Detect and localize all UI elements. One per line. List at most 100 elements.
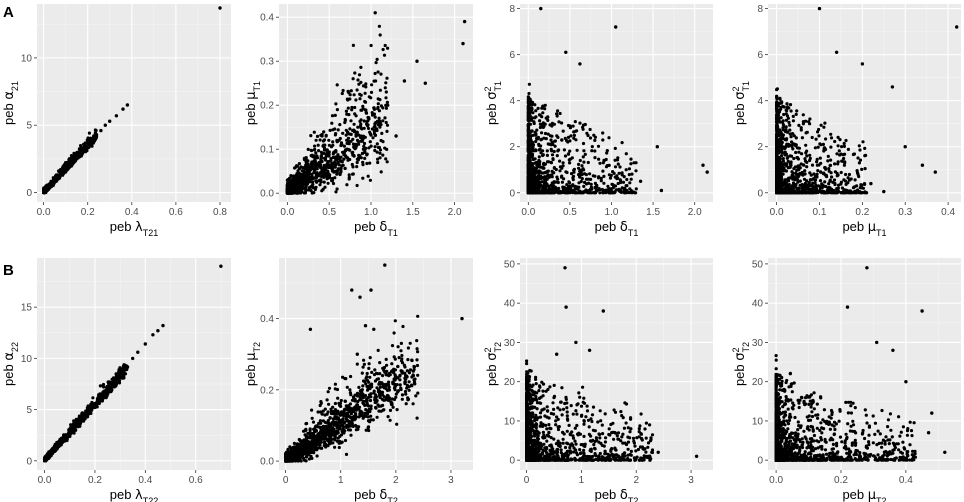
outlier-point (461, 41, 465, 46)
data-point (355, 160, 359, 165)
data-point (365, 152, 369, 156)
data-point (553, 144, 557, 148)
data-point (527, 82, 532, 86)
data-point (341, 131, 345, 135)
data-point (317, 149, 321, 153)
data-point (813, 146, 818, 150)
data-point (339, 159, 343, 163)
data-point (819, 170, 823, 174)
outlier-point (373, 11, 377, 15)
data-point (816, 130, 820, 134)
data-point (326, 160, 330, 164)
data-point (579, 179, 583, 184)
data-point (627, 167, 632, 171)
data-point (345, 183, 349, 187)
data-point (374, 79, 378, 83)
outlier-point (114, 114, 119, 118)
x-tick-label: 0.3 (898, 207, 912, 218)
data-point (625, 190, 629, 194)
data-point (601, 191, 606, 195)
data-point (610, 182, 614, 186)
data-point (314, 173, 318, 177)
data-point (791, 119, 796, 123)
data-point (358, 154, 362, 158)
data-point (593, 174, 597, 178)
data-point (290, 188, 295, 192)
data-point (560, 121, 564, 125)
y-tick-label: 6 (757, 50, 763, 61)
data-point (350, 105, 354, 110)
outlier-point (539, 6, 543, 11)
data-point (562, 185, 566, 189)
data-point (359, 118, 363, 122)
data-point (355, 165, 359, 169)
data-point (364, 82, 368, 86)
data-point (601, 161, 605, 165)
data-point (384, 96, 388, 100)
data-point (564, 170, 568, 174)
data-point (789, 109, 793, 113)
data-point (808, 191, 812, 195)
data-point (558, 165, 563, 169)
data-point (308, 177, 312, 181)
data-point (564, 188, 568, 192)
data-point (804, 143, 808, 147)
y-axis-title: peb α21 (1, 81, 20, 125)
data-point (351, 142, 356, 146)
data-point (541, 111, 545, 115)
x-tick-label: 0.0 (280, 207, 294, 218)
data-point (528, 114, 532, 118)
point-cloud (526, 6, 709, 195)
data-point (784, 181, 789, 185)
data-point (810, 184, 814, 188)
data-point (607, 163, 611, 167)
data-point (552, 166, 557, 170)
data-point (73, 154, 77, 158)
data-point (815, 157, 819, 161)
data-point (578, 158, 582, 163)
data-point (549, 138, 553, 142)
data-point (574, 129, 578, 133)
outlier-point (394, 134, 398, 138)
data-point (605, 149, 609, 153)
data-point (381, 106, 385, 110)
data-point (810, 135, 814, 140)
y-tick-label: 4 (757, 96, 763, 107)
data-point (309, 148, 313, 152)
x-tick-label: 1.5 (646, 207, 660, 218)
data-point (855, 184, 859, 188)
data-point (373, 148, 377, 153)
data-point (791, 142, 795, 146)
panel-letter-a: A (3, 4, 14, 21)
data-point (361, 176, 365, 180)
data-point (373, 71, 377, 76)
data-point (529, 138, 533, 143)
data-point (332, 150, 337, 154)
data-point (330, 121, 334, 125)
data-point (532, 171, 536, 175)
data-point (306, 166, 310, 170)
data-point (543, 131, 548, 136)
data-point (581, 123, 586, 127)
data-point (346, 98, 350, 102)
data-point (68, 157, 72, 161)
data-point (581, 127, 585, 131)
x-tick-label: 0.2 (855, 207, 869, 218)
outlier-point (386, 103, 390, 107)
data-point (634, 169, 638, 173)
data-point (818, 179, 823, 183)
data-point (526, 95, 530, 99)
data-point (347, 91, 351, 95)
point-cloud (42, 6, 222, 195)
data-point (324, 153, 328, 157)
data-point (367, 146, 371, 150)
data-point (798, 179, 802, 183)
data-point (784, 108, 788, 112)
data-point (342, 157, 346, 161)
data-point (785, 102, 789, 106)
data-point (628, 181, 632, 185)
x-tick-label: 0.4 (125, 207, 139, 218)
data-point (365, 122, 369, 126)
outlier-point (659, 188, 664, 193)
